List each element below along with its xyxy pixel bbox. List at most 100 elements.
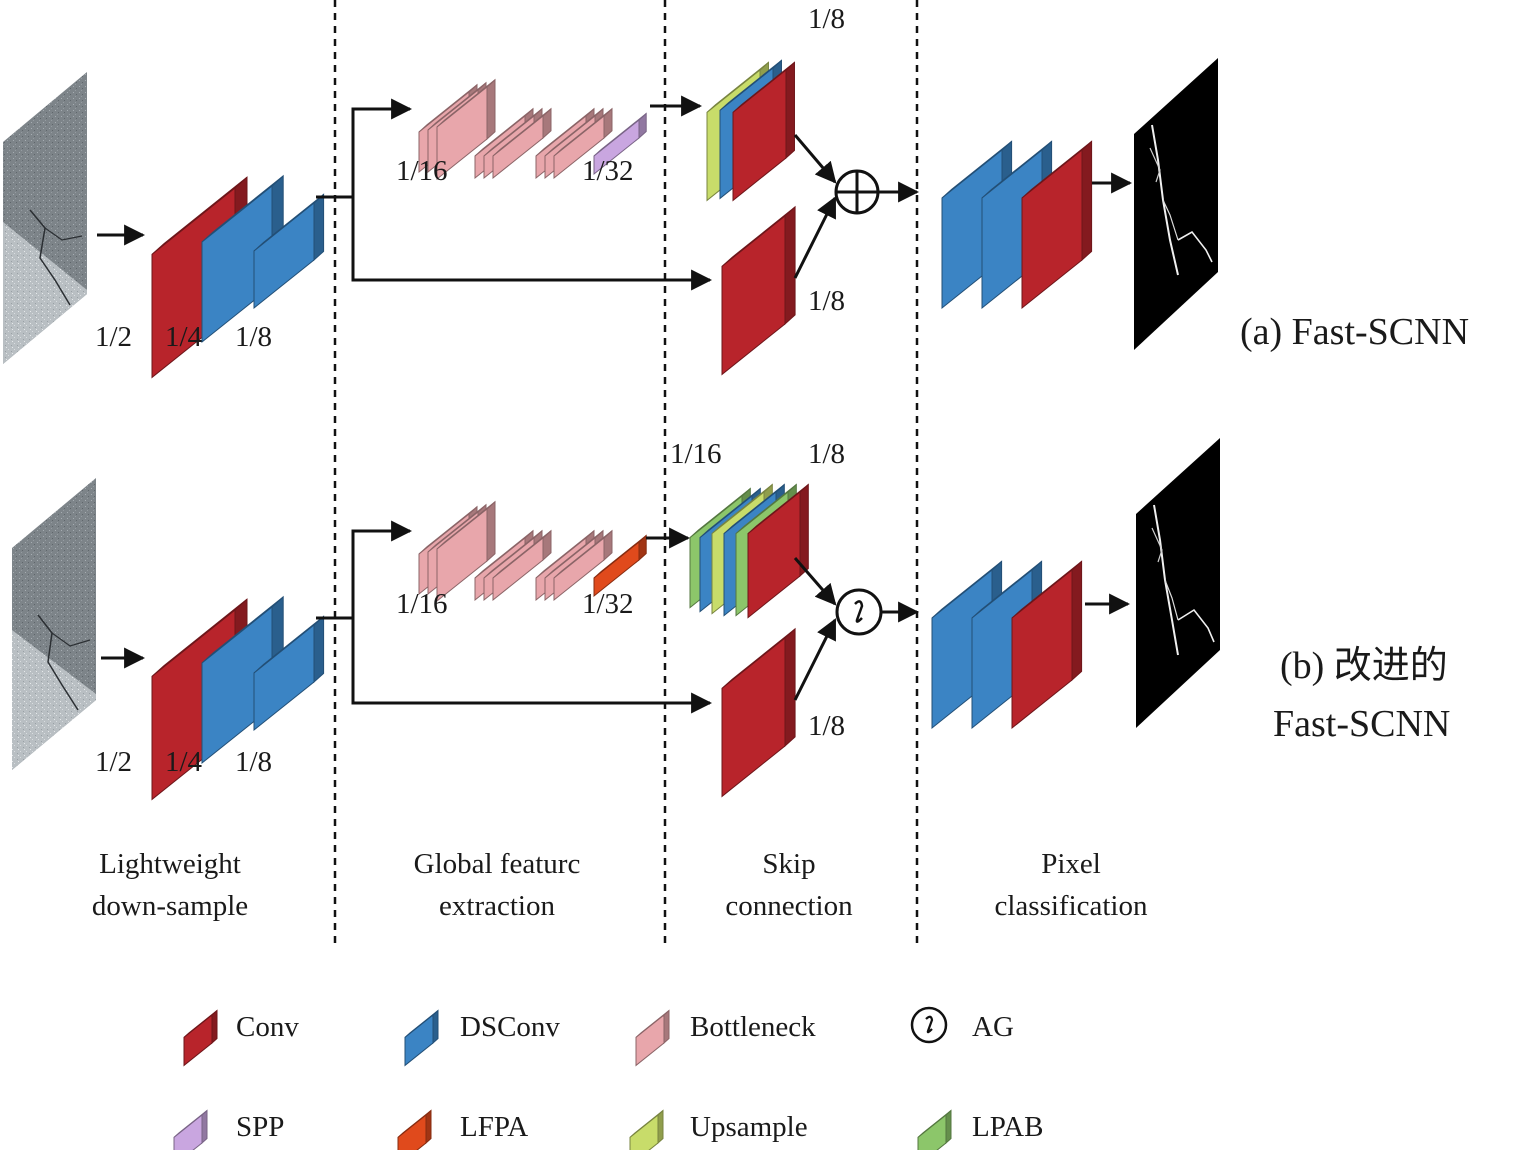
gfe-scale-end-a: 1/32	[582, 155, 634, 187]
block-face	[721, 214, 786, 376]
dsconv-block-b-2	[253, 615, 325, 732]
bottleneck-block	[492, 529, 552, 602]
arrow-to-gfe-a	[316, 98, 413, 199]
block-face	[492, 114, 544, 180]
spp-block-icon	[173, 1109, 208, 1150]
arrow-fuse-top-b	[793, 557, 837, 606]
lfpa-block-icon	[397, 1109, 432, 1150]
panel-a: 1/2 1/4 1/8 1/16 1/32 1/8	[3, 3, 1469, 379]
block-face	[1081, 140, 1093, 262]
skip-scale-left-b: 1/16	[670, 438, 722, 470]
conv-block-a-lower	[721, 205, 796, 376]
stage-label-1-line1: Lightweight	[99, 848, 241, 880]
block-face	[432, 1009, 439, 1045]
bottleneck-group-b-3	[535, 529, 613, 602]
block-face	[784, 205, 796, 326]
block-face	[593, 540, 640, 598]
block-face	[553, 114, 605, 180]
block-face	[657, 1109, 664, 1145]
legend-item-dsconv: DSConv	[404, 1009, 560, 1067]
stage-label-3-line2: connection	[725, 890, 853, 922]
block-face	[635, 1013, 665, 1067]
bottleneck-block-icon	[635, 1009, 670, 1067]
stage-label-2-line2: extraction	[439, 890, 555, 922]
conv-block-b-cls	[1011, 560, 1083, 730]
block-face	[253, 623, 315, 732]
legend-label-ag: AG	[972, 1011, 1014, 1043]
block-face	[211, 1009, 218, 1045]
conv-block-b-skip	[747, 483, 809, 619]
block-face	[436, 85, 488, 181]
conv-block-a-cls	[1021, 140, 1093, 310]
skip-scale-bottom-b: 1/8	[808, 710, 845, 742]
bottleneck-group-a-2	[474, 107, 552, 180]
block-face	[183, 1013, 213, 1067]
block-face	[313, 615, 325, 684]
panel-b-title-line1: (b) 改进的	[1280, 645, 1448, 687]
block-face	[1011, 568, 1073, 730]
legend: Conv DSConv Bottleneck AG SPP LFPA Up	[173, 1006, 1043, 1150]
legend-item-upsample: Upsample	[629, 1109, 808, 1150]
block-face	[313, 193, 325, 262]
bottleneck-block	[436, 500, 496, 603]
spp-block-a	[593, 112, 647, 176]
legend-item-conv: Conv	[183, 1009, 299, 1067]
stage-label-2-line1: Global featurc	[414, 848, 581, 880]
block-face	[785, 61, 795, 160]
block-face	[486, 78, 496, 141]
block-face	[945, 1109, 952, 1145]
block-face	[732, 68, 787, 202]
block-face	[553, 536, 605, 602]
arrow-fuse-bottom-a	[793, 196, 837, 279]
conv-block-icon	[183, 1009, 218, 1067]
scale-label-a-3: 1/8	[235, 321, 272, 353]
panel-b: 1/2 1/4 1/8 1/16 1/32 1/16	[12, 438, 1450, 801]
legend-label-spp: SPP	[236, 1111, 284, 1143]
block-face	[917, 1113, 947, 1150]
stage-label-3-line1: Skip	[762, 848, 815, 880]
lpab-block-icon	[917, 1109, 952, 1150]
block-face	[201, 1109, 208, 1145]
block-face	[603, 529, 613, 562]
add-circle-icon	[834, 169, 880, 215]
legend-item-ag: AG	[910, 1006, 1014, 1044]
block-face	[436, 507, 488, 603]
upsample-block-icon	[629, 1109, 664, 1150]
block-face	[747, 490, 801, 619]
legend-item-spp: SPP	[173, 1109, 284, 1150]
panel-a-title: (a) Fast-SCNN	[1240, 311, 1469, 353]
block-face	[492, 536, 544, 602]
stage-label-4-line1: Pixel	[1041, 848, 1101, 880]
block-face	[542, 107, 552, 140]
stage-separators	[333, 0, 919, 945]
legend-item-lpab: LPAB	[917, 1109, 1043, 1150]
output-mask-b	[1136, 438, 1220, 728]
legend-label-conv: Conv	[236, 1011, 299, 1043]
lfpa-block-b	[593, 534, 647, 598]
bottleneck-group-b-2	[474, 529, 552, 602]
arrow-skip-a	[351, 197, 713, 291]
skip-scale-bottom-a: 1/8	[808, 285, 845, 317]
stage-label-1-line2: down-sample	[92, 890, 248, 922]
block-face	[784, 627, 796, 748]
block-face	[1021, 148, 1083, 310]
block-face	[486, 500, 496, 563]
block-face	[404, 1013, 434, 1067]
legend-label-upsample: Upsample	[690, 1111, 808, 1143]
block-face	[542, 529, 552, 562]
bottleneck-block	[553, 529, 613, 602]
bottleneck-group-a-1	[418, 78, 496, 181]
dsconv-block-icon	[404, 1009, 439, 1067]
legend-label-dsconv: DSConv	[460, 1011, 560, 1043]
skip-scale-top-a: 1/8	[808, 3, 845, 35]
arrow-fuse-bottom-b	[793, 618, 837, 701]
conv-block-a-skip	[732, 61, 795, 202]
panel-b-title-line2: Fast-SCNN	[1273, 703, 1450, 745]
bottleneck-block	[492, 107, 552, 180]
gfe-scale-start-b: 1/16	[396, 588, 448, 620]
legend-item-bottleneck: Bottleneck	[635, 1009, 816, 1067]
stage-labels: Lightweight down-sample Global featurc e…	[92, 848, 1148, 922]
block-face	[593, 118, 640, 176]
legend-label-bottleneck: Bottleneck	[690, 1011, 816, 1043]
